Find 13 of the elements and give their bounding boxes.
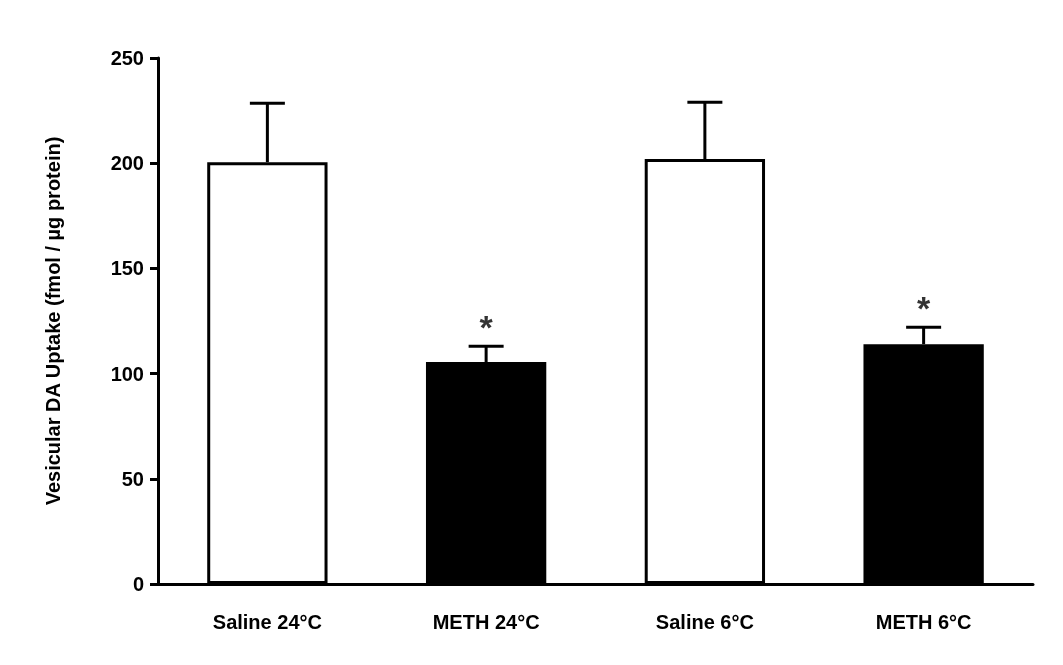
x-tick-label: METH 6°C xyxy=(875,611,972,633)
y-tick-label: 250 xyxy=(110,47,144,69)
y-tick-label: 100 xyxy=(110,362,144,385)
x-tick-label: METH 24°C xyxy=(432,611,540,633)
y-axis-title: Vesicular DA Uptake (fmol / µg protein) xyxy=(42,136,64,506)
annotation: * xyxy=(479,308,494,347)
x-tick-label: Saline 24°C xyxy=(212,611,322,633)
annotation: * xyxy=(917,289,932,328)
y-tick-label: 200 xyxy=(110,152,144,175)
y-tick-label: 0 xyxy=(132,573,144,595)
x-tick-label: Saline 6°C xyxy=(655,611,754,633)
y-tick-label: 50 xyxy=(121,467,144,490)
y-tick-label: 150 xyxy=(110,257,144,280)
